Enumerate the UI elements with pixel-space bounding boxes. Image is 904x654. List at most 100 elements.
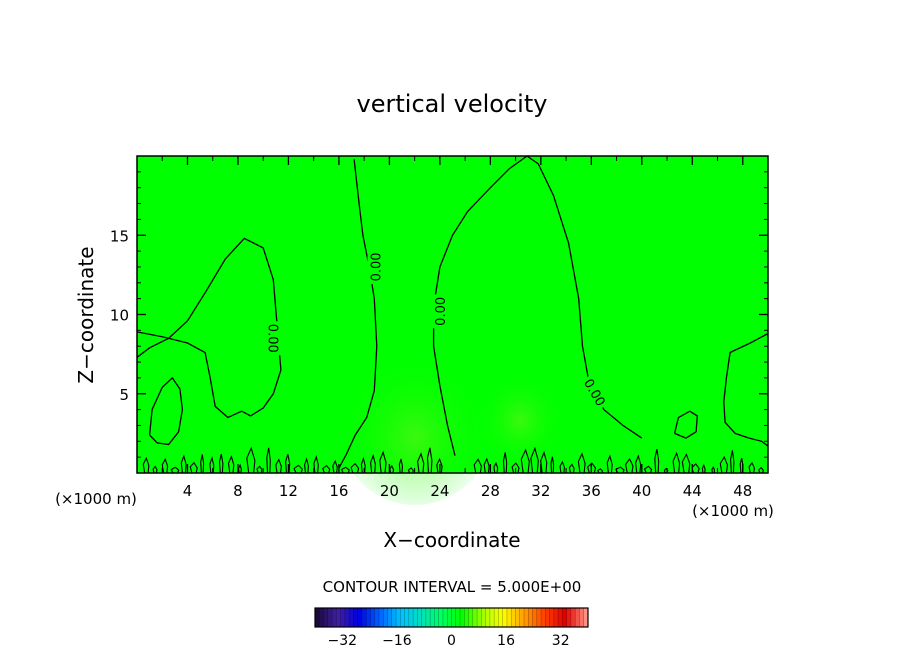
contour-zero-left-bottom-loop [148,376,184,446]
surface-contour [559,460,566,474]
colorbar-cell [396,608,401,627]
colorbar-cell [460,608,465,627]
colorbar [314,607,589,628]
x-axis-ticks: 4 8 12 16 20 24 28 32 36 40 44 48 [161,156,752,500]
colorbar-tick-label: −32 [328,633,358,649]
colorbar-cell [430,608,435,627]
colorbar-tick-label: 16 [497,633,515,649]
surface-contour [379,450,387,474]
colorbar-cell [378,608,384,627]
colorbar-cell [353,608,359,627]
surface-contour [180,454,187,474]
colorbar-cell [391,608,397,627]
colorbar-cell [489,608,495,627]
colorbar-cell [434,608,440,627]
colorbar-cell [315,608,320,627]
colorbar-cell [477,608,482,627]
colorbar-cell [506,608,512,627]
colorbar-cell [336,608,341,627]
surface-contour [701,463,706,474]
surface-turbulence-contours [142,446,764,474]
colorbar-tick-label: 0 [447,633,456,649]
contour-label-gap [367,249,384,284]
surface-contour [520,448,530,474]
contour-lines [136,155,769,469]
colorbar-cell [323,608,329,627]
surface-contour [332,459,338,474]
colorbar-cell [408,608,414,627]
surface-contour [654,448,660,474]
colorbar-cell [570,608,576,627]
surface-contour [200,454,205,474]
colorbar-cell [387,608,393,627]
surface-contour [256,465,263,474]
x-tick-label: 20 [380,482,399,500]
surface-contour [370,453,376,474]
contour-label: 0.00 [370,252,385,281]
colorbar-cell [349,608,354,627]
colorbar-cell [532,608,538,627]
contour-label-gap [265,321,282,356]
contour-label: 0.00 [434,297,449,326]
surface-contour [350,462,360,474]
contour-zero-center-left [338,159,378,469]
colorbar-cell [524,608,529,627]
colorbar-cell [417,608,423,627]
colorbar-cell [332,608,337,627]
surface-contour [152,465,158,474]
x-tick-label: 24 [430,482,449,500]
surface-contour [293,464,303,474]
surface-contour [189,461,198,474]
surface-contour [597,468,604,474]
contour-interval-text: CONTOUR INTERVAL = 5.000E+00 [323,578,582,596]
colorbar-cell [541,608,546,627]
y-tick-label: 5 [119,386,129,404]
colorbar-cell [361,608,367,627]
surface-contour [719,455,729,474]
x-axis-unit: (×1000 m) [55,490,137,508]
chart-title: vertical velocity [357,90,548,118]
surface-contour [550,456,555,474]
colorbar-cell [519,608,525,627]
x-tick-label: 4 [183,482,193,500]
colorbar-cell [472,608,478,627]
surface-contour [711,465,716,474]
surface-contour [426,447,433,474]
contour-zero-left [136,237,282,419]
surface-contour [142,456,150,474]
colorbar-cell [451,608,457,627]
surface-contour [511,462,520,474]
contour-label: 0.00 [264,324,279,353]
surface-contour [389,464,395,474]
surface-contour [493,461,499,474]
contour-zero-right-top [723,332,769,447]
surface-contour [681,453,691,474]
surface-contour [643,465,653,474]
colorbar-cell [447,608,452,627]
colorbar-cell [579,608,585,627]
colorbar-tick-label: 32 [552,633,570,649]
surface-contour [161,457,169,474]
surface-contour [170,466,180,474]
surface-contour [483,457,490,474]
colorbar-cell [366,608,371,627]
surface-contour [266,447,271,474]
surface-contour [586,462,597,474]
colorbar-cell [562,608,568,627]
surface-contour [340,466,350,474]
updraft-plume-shading [335,335,495,505]
colorbar-cell [413,608,418,627]
surface-contour [398,458,403,474]
colorbar-cell [485,608,491,627]
surface-contour [730,450,735,474]
colorbar-cell [442,608,448,627]
x-tick-label: 36 [582,482,601,500]
surface-contour [672,451,681,474]
x-tick-label: 8 [233,482,243,500]
surface-contour [275,458,282,474]
colorbar-cell [357,608,363,627]
surface-contour [635,454,642,474]
colorbar-cell [400,608,405,627]
updraft-plume-shading-2 [475,360,565,460]
